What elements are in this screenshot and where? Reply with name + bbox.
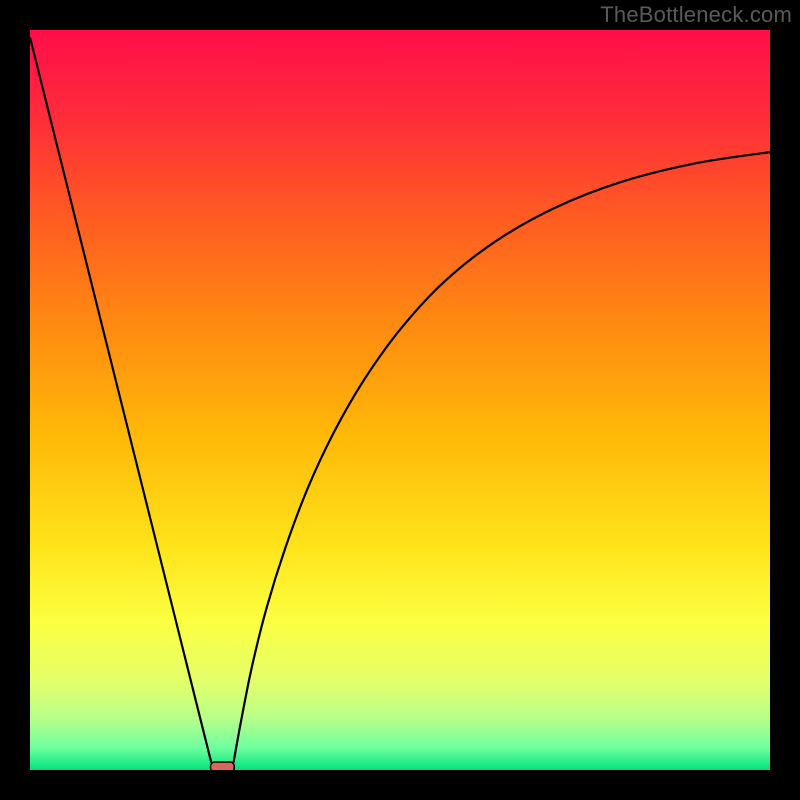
- watermark-text: TheBottleneck.com: [600, 2, 792, 28]
- bottleneck-chart: [0, 0, 800, 800]
- chart-container: TheBottleneck.com: [0, 0, 800, 800]
- plot-background-gradient: [30, 30, 770, 770]
